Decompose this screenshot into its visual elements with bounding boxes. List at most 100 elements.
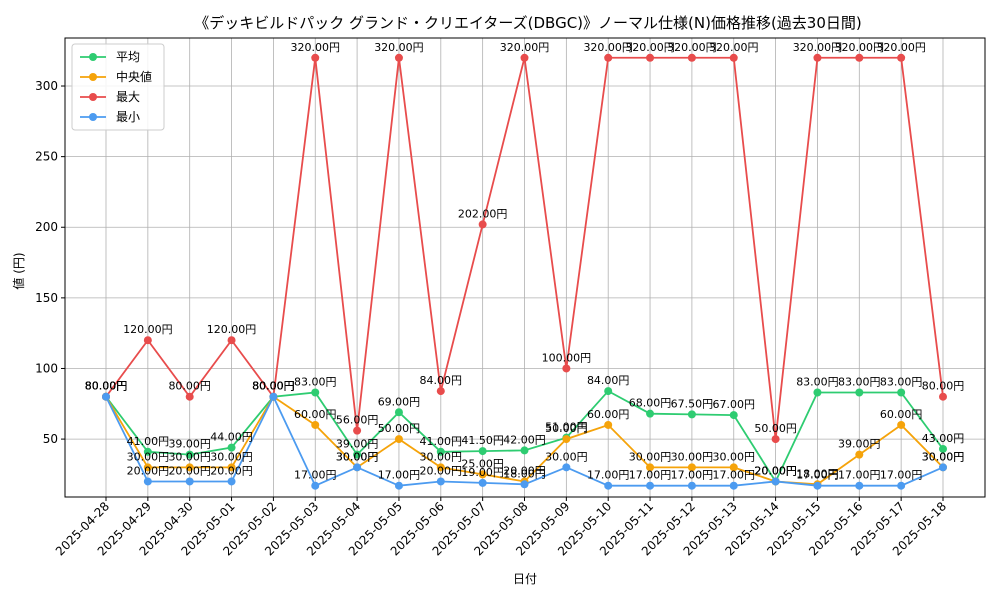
- data-point: [813, 388, 822, 397]
- data-label: 30.00円: [713, 450, 756, 463]
- data-label: 68.00円: [629, 397, 672, 410]
- legend-entry: 最大: [116, 90, 140, 104]
- y-tick-label: 250: [35, 150, 58, 164]
- data-label: 39.00円: [336, 438, 379, 451]
- data-label: 41.50円: [461, 434, 504, 447]
- data-point: [478, 447, 487, 456]
- data-label: 320.00円: [876, 41, 926, 54]
- data-label: 20.00円: [127, 464, 170, 477]
- data-point: [855, 481, 864, 490]
- data-point: [897, 481, 906, 490]
- data-point: [311, 53, 320, 62]
- data-label: 84.00円: [587, 374, 630, 387]
- data-label: 80.00円: [85, 380, 128, 393]
- data-label: 50.00円: [378, 422, 421, 435]
- data-point: [771, 435, 780, 444]
- data-point: [687, 481, 696, 490]
- data-label: 17.00円: [378, 469, 421, 482]
- data-point: [897, 388, 906, 397]
- y-tick-label: 150: [35, 291, 58, 305]
- data-point: [478, 220, 487, 229]
- data-label: 320.00円: [500, 41, 550, 54]
- data-label: 20.00円: [210, 464, 253, 477]
- data-point: [143, 477, 152, 486]
- data-label: 60.00円: [587, 408, 630, 421]
- data-label: 30.00円: [545, 450, 588, 463]
- data-point: [646, 463, 655, 472]
- data-label: 42.00円: [503, 433, 546, 446]
- data-point: [646, 481, 655, 490]
- legend-marker: [89, 73, 97, 81]
- data-point: [939, 444, 947, 453]
- data-label: 19.00円: [461, 466, 504, 479]
- data-label: 30.00円: [922, 450, 965, 463]
- data-label: 80.00円: [922, 380, 965, 393]
- data-label: 320.00円: [583, 41, 633, 54]
- data-label: 20.00円: [420, 464, 463, 477]
- data-label: 80.00円: [252, 380, 295, 393]
- y-tick-label: 50: [43, 432, 58, 446]
- data-point: [353, 450, 362, 459]
- data-point: [185, 463, 194, 472]
- data-label: 84.00円: [420, 374, 463, 387]
- data-label: 80.00円: [252, 380, 295, 393]
- data-label: 17.00円: [629, 469, 672, 482]
- plot-frame: [64, 37, 986, 498]
- data-label: 17.00円: [880, 469, 923, 482]
- data-label: 39.00円: [838, 438, 881, 451]
- data-point: [855, 53, 864, 62]
- data-label: 60.00円: [294, 408, 337, 421]
- legend-entry: 中央値: [116, 69, 152, 84]
- data-point: [353, 426, 362, 435]
- x-axis-label: 日付: [513, 572, 537, 586]
- legend-marker: [89, 53, 97, 61]
- data-point: [813, 53, 822, 62]
- data-point: [311, 481, 320, 490]
- data-label: 80.00円: [85, 380, 128, 393]
- data-label: 20.00円: [754, 464, 797, 477]
- data-point: [436, 387, 445, 396]
- data-point: [394, 481, 403, 490]
- y-tick-label: 100: [35, 361, 58, 375]
- data-label: 80.00円: [252, 380, 295, 393]
- data-label: 50.00円: [754, 422, 797, 435]
- data-label: 69.00円: [378, 395, 421, 408]
- data-point: [394, 53, 403, 62]
- data-point: [939, 463, 947, 472]
- legend-marker: [89, 113, 97, 121]
- data-label: 67.00円: [713, 398, 756, 411]
- data-point: [729, 481, 738, 490]
- data-label: 83.00円: [294, 375, 337, 388]
- chart-title: 《デッキビルドパック グランド・クリエイターズ(DBGC)》ノーマル仕様(N)価…: [194, 14, 862, 32]
- data-point: [771, 477, 780, 486]
- data-label: 120.00円: [207, 323, 257, 336]
- data-point: [646, 409, 655, 418]
- data-label: 41.00円: [420, 435, 463, 448]
- data-label: 80.00円: [85, 380, 128, 393]
- data-point: [394, 435, 403, 444]
- data-point: [478, 478, 487, 487]
- data-point: [562, 364, 571, 373]
- data-label: 320.00円: [835, 41, 885, 54]
- data-point: [227, 336, 236, 345]
- data-label: 18.00円: [503, 467, 546, 480]
- grid: [65, 38, 985, 497]
- data-label: 50.00円: [545, 422, 588, 435]
- data-point: [562, 435, 571, 444]
- legend-marker: [89, 93, 97, 101]
- data-point: [604, 420, 613, 429]
- data-label: 202.00円: [458, 207, 508, 220]
- data-point: [855, 450, 864, 459]
- data-point: [687, 53, 696, 62]
- data-point: [311, 388, 320, 397]
- data-label: 20.00円: [168, 464, 211, 477]
- data-label: 17.00円: [587, 469, 630, 482]
- data-label: 30.00円: [210, 450, 253, 463]
- data-label: 80.00円: [168, 380, 211, 393]
- data-label: 17.00円: [838, 469, 881, 482]
- data-point: [939, 392, 947, 401]
- data-point: [353, 463, 362, 472]
